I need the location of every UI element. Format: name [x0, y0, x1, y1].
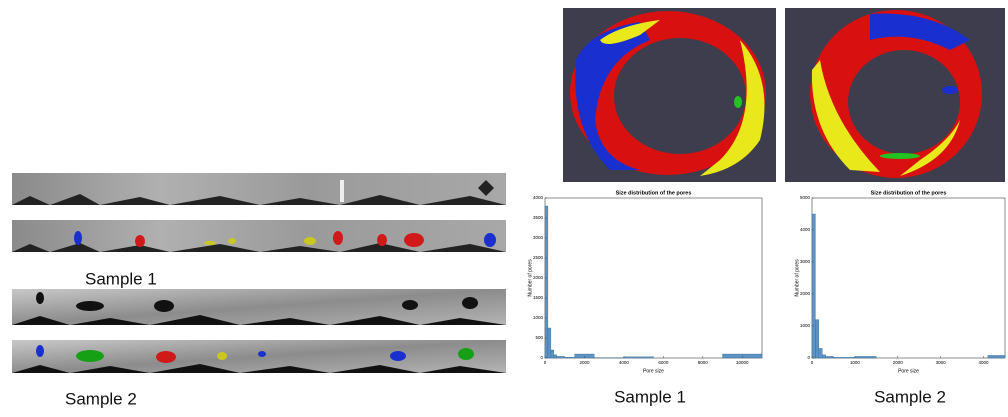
y-tick-label: 500: [535, 335, 543, 340]
y-tick-label: 4000: [533, 195, 544, 200]
render-image: [785, 8, 1005, 182]
x-axis-label: Pore size: [643, 368, 664, 374]
histogram-bar: [988, 355, 1005, 358]
y-tick-label: 1500: [533, 295, 544, 300]
y-tick-label: 4000: [800, 227, 811, 232]
x-axis-label: Pore size: [898, 368, 919, 374]
y-tick-label: 3000: [800, 259, 811, 264]
histogram-bar: [554, 355, 557, 358]
histogram-bar: [812, 214, 815, 358]
histogram-bar: [548, 328, 551, 358]
histogram-bar: [557, 356, 565, 358]
sample-label: Sample 1: [614, 387, 686, 406]
histogram-bar: [855, 356, 876, 358]
histogram-bar: [833, 357, 854, 358]
plot-area: [545, 198, 762, 358]
x-tick-label: 0: [811, 360, 814, 365]
strip-image: [12, 289, 506, 325]
y-tick-label: 3000: [533, 235, 544, 240]
x-tick-label: 6000: [658, 360, 669, 365]
chart-title: Size distribution of the pores: [616, 190, 692, 196]
x-tick-label: 2000: [579, 360, 590, 365]
x-tick-label: 8000: [698, 360, 709, 365]
histogram-bar: [624, 357, 654, 358]
histogram-bar: [826, 356, 834, 358]
y-tick-label: 5000: [800, 195, 811, 200]
strip-image: [12, 220, 506, 252]
histogram-bar: [819, 348, 822, 358]
sample-label: Sample 2: [65, 389, 137, 408]
strip-image: [12, 173, 506, 205]
chart-title: Size distribution of the pores: [871, 190, 947, 196]
x-tick-label: 3000: [936, 360, 947, 365]
histogram-bar: [822, 355, 825, 358]
y-tick-label: 1000: [800, 323, 811, 328]
y-tick-label: 3500: [533, 215, 544, 220]
histogram-bar: [545, 206, 548, 358]
x-tick-label: 1000: [850, 360, 861, 365]
x-tick-label: 10000: [736, 360, 749, 365]
strip-image: [12, 340, 506, 373]
sample-label: Sample 1: [85, 269, 157, 288]
x-tick-label: 4000: [619, 360, 630, 365]
x-tick-label: 4000: [979, 360, 990, 365]
histogram-bar: [815, 320, 818, 358]
y-tick-label: 1000: [533, 315, 544, 320]
histogram-bar: [551, 350, 554, 358]
sample-label: Sample 2: [874, 387, 946, 406]
x-tick-label: 2000: [893, 360, 904, 365]
histogram-bar: [565, 357, 575, 358]
y-tick-label: 2000: [800, 291, 811, 296]
render-image: [563, 8, 776, 182]
x-tick-label: 0: [544, 360, 547, 365]
y-tick-label: 2500: [533, 255, 544, 260]
plot-area: [812, 198, 1005, 358]
y-tick-label: 2000: [533, 275, 544, 280]
